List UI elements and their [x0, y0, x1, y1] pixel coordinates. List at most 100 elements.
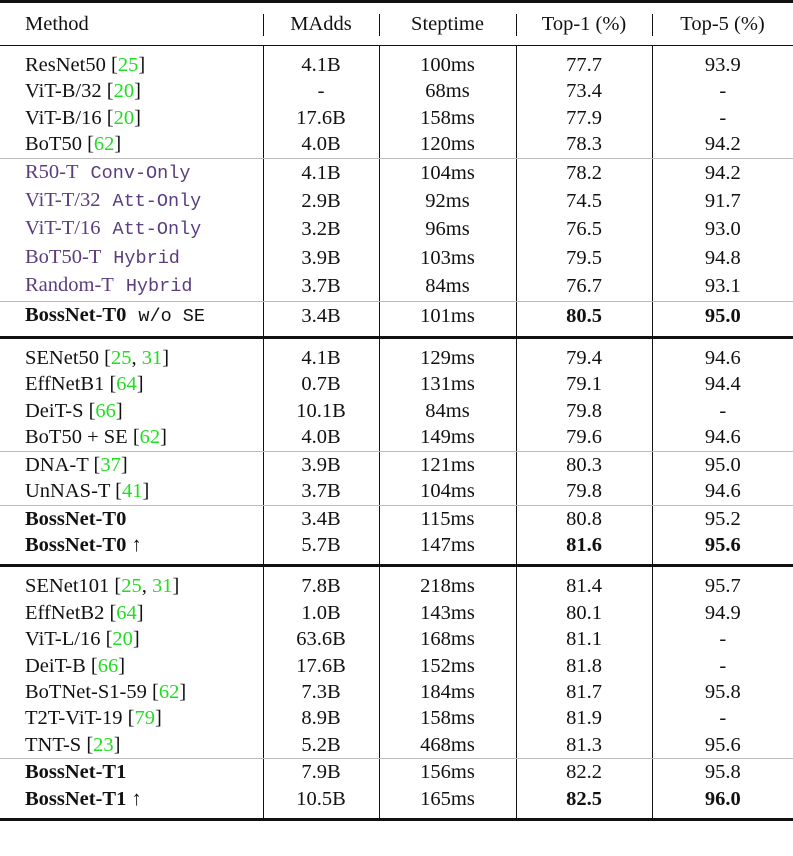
top5-cell: -	[651, 104, 793, 132]
steptime-cell: 158ms	[378, 705, 516, 732]
method-name: T2T-ViT-19	[25, 707, 123, 730]
top5-cell: 95.2	[651, 505, 793, 532]
table-row: R50-T Conv-Only 4.1B 104ms 78.2 94.2	[0, 158, 793, 188]
method-cell: ViT-B/32 [20]	[25, 80, 141, 103]
citation-link[interactable]: 31	[141, 347, 163, 370]
top1-cell: 76.7	[515, 272, 652, 302]
table-row: EffNetB1 [64] 0.7B 131ms 79.1 94.4	[0, 371, 793, 398]
madds-cell: 10.5B	[262, 785, 379, 821]
citation-link[interactable]: 25	[121, 575, 142, 598]
top5-cell: 94.6	[651, 424, 793, 452]
madds-cell: 8.9B	[262, 705, 379, 732]
method-name: UnNAS-T	[25, 480, 111, 503]
citation-link[interactable]: 62	[93, 133, 115, 156]
method-name: SENet101	[25, 575, 110, 598]
citation-link[interactable]: 79	[134, 707, 155, 730]
table-row: DNA-T [37] 3.9B 121ms 80.3 95.0	[0, 451, 793, 479]
madds-cell: 7.9B	[262, 758, 379, 786]
citation-link[interactable]: 20	[113, 106, 135, 129]
citation-link[interactable]: 64	[116, 373, 137, 396]
madds-cell: 2.9B	[262, 187, 379, 216]
madds-cell: 0.7B	[262, 371, 379, 398]
top1-cell: 82.2	[515, 758, 652, 786]
method-name: BossNet-T0 ↑	[25, 533, 142, 556]
top5-cell: 94.6	[651, 337, 793, 372]
citation-link[interactable]: 25	[110, 347, 132, 370]
method-cell: EffNetB2 [64]	[25, 601, 144, 624]
madds-cell: 3.4B	[262, 301, 379, 340]
top1-cell: 79.8	[515, 397, 652, 425]
table-row: DeiT-B [66] 17.6B 152ms 81.8-	[0, 652, 793, 679]
citation-link[interactable]: 66	[97, 654, 119, 677]
citation-link[interactable]: 20	[112, 628, 133, 651]
top1-cell: 81.8	[515, 652, 652, 679]
citation-link[interactable]: 41	[122, 480, 143, 503]
steptime-cell: 104ms	[378, 158, 516, 188]
method-name: BoT50 + SE	[25, 426, 128, 449]
top1-cell: 79.8	[515, 478, 652, 506]
citation-link[interactable]: 62	[139, 426, 161, 449]
method-cell: BoT50-T Hybrid	[0, 244, 263, 272]
top1-cell: 74.5	[515, 187, 652, 216]
top1-cell: 79.5	[515, 243, 652, 273]
method-cell: R50-T Conv-Only	[0, 158, 263, 187]
table-row: TNT-S [23] 5.2B 468ms 81.3 95.6	[0, 731, 793, 760]
citation-link[interactable]: 66	[95, 399, 116, 422]
citation-link[interactable]: 25	[117, 54, 139, 76]
top1-cell: 81.9	[515, 705, 652, 732]
table-row: ViT-L/16 [20] 63.6B 168ms 81.1-	[0, 626, 793, 653]
method-cell: BossNet-T1 ↑	[0, 785, 263, 821]
table-row: UnNAS-T [41] 3.7B 104ms 79.8 94.6	[0, 478, 793, 506]
citation-link[interactable]: 62	[158, 680, 180, 703]
steptime-cell: 149ms	[378, 424, 516, 452]
steptime-cell: 101ms	[378, 301, 516, 340]
method-name: EffNetB2	[25, 601, 105, 624]
method-cell: DNA-T [37]	[25, 453, 128, 476]
method-name: TNT-S	[25, 733, 82, 756]
top5-cell: 93.9	[651, 45, 793, 79]
table-row: ViT-B/32 [20] -68ms 73.4-	[0, 78, 793, 105]
table-row: BossNet-T0 w/o SE 3.4B 101ms 80.5 95.0	[0, 301, 793, 340]
citation-link[interactable]: 37	[100, 453, 121, 476]
madds-cell: 4.1B	[262, 158, 379, 188]
citation-link[interactable]: 23	[93, 733, 114, 756]
header-steptime: Steptime	[379, 1, 516, 46]
top5-cell: 93.1	[651, 272, 793, 302]
top1-cell: 80.5	[515, 301, 652, 340]
method-name: R50-T	[25, 160, 79, 183]
steptime-cell: 143ms	[378, 599, 516, 627]
table-row: ViT-T/32 Att-Only 2.9B 92ms 74.5 91.7	[0, 187, 793, 216]
header-method: Method	[0, 1, 263, 46]
citation-link[interactable]: 64	[116, 601, 137, 624]
method-cell: BossNet-T0 w/o SE	[0, 301, 263, 340]
method-tag: Att-Only	[112, 219, 202, 241]
citation-link[interactable]: 20	[113, 80, 135, 103]
method-cell: ViT-B/16 [20]	[25, 106, 141, 129]
madds-cell: 3.7B	[262, 272, 379, 302]
table-body: ResNet50 [25] 4.1B 100ms 77.7 93.9 ViT-B/32 […	[0, 45, 793, 821]
top5-cell: 94.8	[651, 243, 793, 273]
top1-cell: 79.6	[515, 424, 652, 452]
top1-cell: 81.3	[515, 731, 652, 760]
table-row: ResNet50 [25] 4.1B 100ms 77.7 93.9	[0, 45, 793, 79]
steptime-cell: 84ms	[378, 272, 516, 302]
top1-cell: 81.6	[515, 531, 652, 568]
method-name: ViT-T/32	[25, 189, 101, 212]
table-row: BossNet-T0 3.4B 115ms 80.8 95.2	[0, 505, 793, 532]
madds-cell: 10.1B	[262, 397, 379, 425]
method-name: ResNet50	[25, 54, 106, 76]
method-name: BoTNet-S1-59	[25, 680, 147, 703]
steptime-cell: 218ms	[378, 565, 516, 600]
madds-cell: 3.9B	[262, 243, 379, 273]
top1-cell: 79.1	[515, 371, 652, 398]
steptime-cell: 129ms	[378, 337, 516, 372]
madds-cell: 63.6B	[262, 626, 379, 653]
madds-cell: 17.6B	[262, 104, 379, 132]
steptime-cell: 115ms	[378, 505, 516, 532]
steptime-cell: 156ms	[378, 758, 516, 786]
top1-cell: 78.3	[515, 131, 652, 159]
citation-link[interactable]: 31	[151, 575, 173, 598]
table-row: BoT50 + SE [62] 4.0B 149ms 79.6 94.6	[0, 424, 793, 452]
top5-cell: 93.0	[651, 215, 793, 244]
header-top1: Top-1 (%)	[516, 1, 652, 46]
